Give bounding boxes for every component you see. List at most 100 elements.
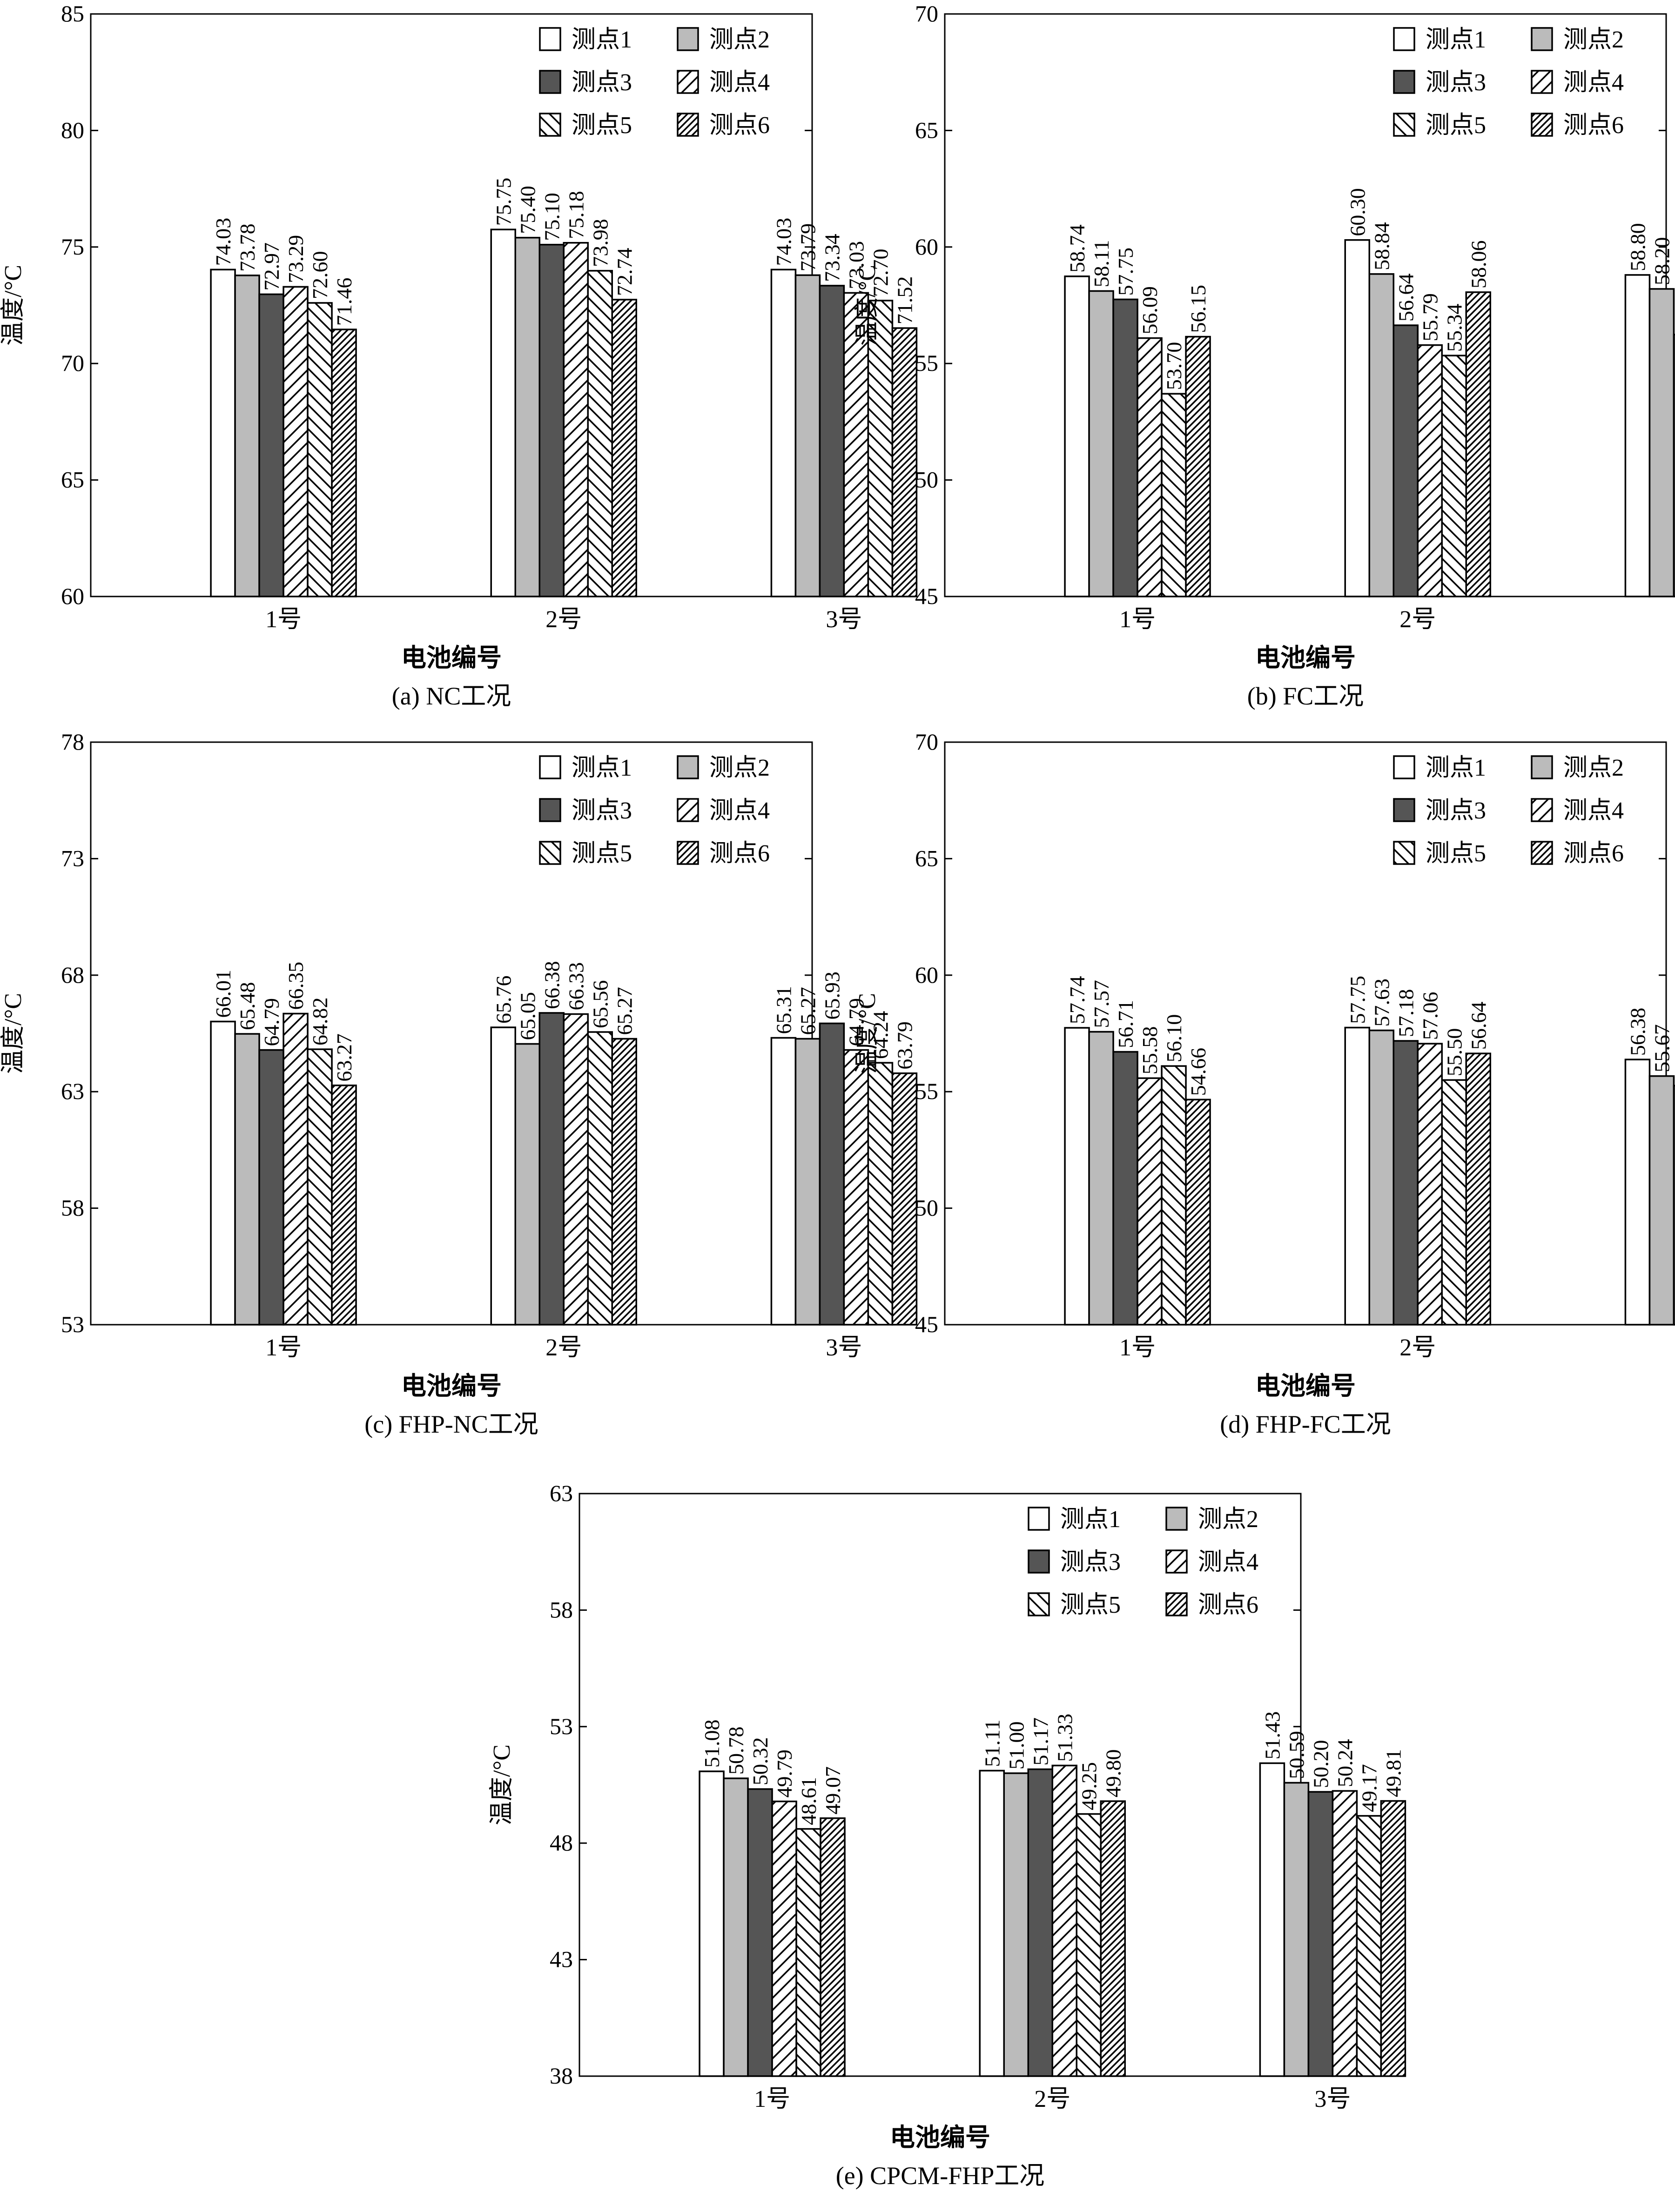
legend-label: 测点6: [709, 840, 770, 867]
bar-b-1号-测点4: [1137, 337, 1163, 597]
bar-a-1号-测点5: [307, 302, 333, 597]
legend-label: 测点5: [572, 112, 632, 139]
legend-label: 测点6: [1563, 840, 1624, 867]
bar-a-1号-测点4: [283, 286, 309, 597]
x-tick-label: 1号: [1119, 606, 1156, 633]
x-axis-label: 电池编号: [1255, 644, 1356, 672]
legend-label: 测点1: [572, 27, 632, 53]
data-label: 56.64: [1394, 274, 1418, 322]
legend-label: 测点5: [572, 840, 632, 867]
data-label: 58.20: [1650, 237, 1674, 285]
bar-c-3号-测点5: [867, 1062, 894, 1326]
y-tick-label: 85: [61, 0, 84, 27]
bar-c-2号-测点3: [538, 1012, 565, 1326]
bar-b-1号-测点2: [1088, 290, 1114, 597]
x-tick-label: 3号: [826, 606, 862, 633]
legend-swatch: [677, 798, 699, 822]
bar-b-1号-测点6: [1185, 335, 1211, 597]
x-tick-label: 3号: [1314, 2086, 1351, 2112]
plot-frame: [90, 741, 813, 1326]
data-label: 73.98: [588, 219, 612, 267]
bar-d-3号-测点1: [1624, 1059, 1651, 1326]
bar-d-1号-测点3: [1112, 1051, 1138, 1326]
bar-d-2号-测点3: [1392, 1040, 1419, 1326]
data-label: 72.97: [260, 242, 283, 291]
legend-swatch: [1028, 1549, 1050, 1574]
bar-c-2号-测点6: [611, 1038, 637, 1326]
bar-b-3号-测点3: [1673, 334, 1675, 597]
legend-swatch: [1531, 70, 1553, 94]
data-label: 65.93: [820, 972, 844, 1020]
legend-swatch: [1393, 27, 1415, 51]
legend-label: 测点6: [1198, 1592, 1258, 1618]
legend-label: 测点2: [709, 755, 770, 781]
legend-swatch: [677, 27, 699, 51]
data-label: 58.80: [1626, 223, 1649, 271]
data-label: 51.17: [1029, 1717, 1052, 1766]
bar-e-2号-测点1: [979, 1770, 1005, 2077]
bar-d-2号-测点4: [1417, 1043, 1443, 1326]
legend-swatch: [1028, 1592, 1050, 1616]
panel-caption: (b) FC工况: [1247, 682, 1364, 710]
y-axis-label: 温度/°C: [0, 993, 27, 1074]
bar-d-1号-测点5: [1161, 1065, 1187, 1326]
x-tick-label: 2号: [1034, 2086, 1070, 2112]
legend: 测点1 测点2 测点3 测点4 测点5 测点6: [539, 755, 770, 867]
bar-a-1号-测点6: [331, 328, 357, 597]
data-label: 74.03: [211, 218, 235, 266]
bar-d-3号-测点3: [1673, 1085, 1675, 1326]
legend-swatch: [1165, 1549, 1188, 1574]
data-label: 56.24: [1674, 283, 1675, 331]
plot-frame: [579, 1493, 1302, 2077]
data-label: 75.75: [491, 178, 515, 226]
bar-e-1号-测点4: [771, 1800, 797, 2077]
x-tick-label: 3号: [826, 1334, 862, 1361]
data-label: 51.11: [980, 1720, 1004, 1767]
legend-swatch: [1393, 755, 1415, 779]
legend-label: 测点5: [1426, 112, 1486, 139]
data-label: 65.76: [491, 975, 515, 1024]
bar-e-2号-测点5: [1076, 1813, 1102, 2077]
x-tick-label: 1号: [265, 606, 302, 633]
legend-swatch: [1531, 841, 1553, 865]
bar-e-1号-测点6: [820, 1817, 846, 2077]
y-tick-label: 50: [915, 467, 938, 493]
bar-d-2号-测点1: [1344, 1026, 1370, 1326]
bar-b-1号-测点5: [1161, 393, 1187, 597]
bar-e-2号-测点3: [1027, 1768, 1053, 2077]
data-label: 51.43: [1260, 1711, 1284, 1760]
y-tick-label: 53: [61, 1311, 84, 1337]
legend-label: 测点6: [709, 112, 770, 139]
legend-label: 测点3: [572, 798, 632, 824]
legend-swatch: [1531, 798, 1553, 822]
y-tick-label: 55: [915, 350, 938, 376]
data-label: 73.34: [820, 234, 844, 282]
y-tick-label: 70: [61, 350, 84, 376]
bar-c-3号-测点3: [819, 1022, 845, 1326]
y-tick-label: 63: [61, 1078, 84, 1104]
data-label: 65.31: [772, 986, 795, 1034]
y-tick-label: 73: [61, 845, 84, 871]
bar-a-3号-测点3: [819, 285, 845, 597]
panel-caption: (a) NC工况: [392, 682, 511, 710]
bar-e-1号-测点1: [699, 1770, 725, 2077]
bar-b-3号-测点2: [1648, 288, 1675, 597]
bar-c-2号-测点5: [587, 1031, 613, 1326]
x-axis-label: 电池编号: [401, 1372, 502, 1400]
data-label: 49.25: [1077, 1762, 1101, 1810]
data-label: 49.79: [773, 1749, 796, 1798]
bar-b-2号-测点5: [1441, 355, 1467, 597]
legend-swatch: [539, 27, 561, 51]
bar-c-1号-测点4: [283, 1012, 309, 1326]
bar-e-2号-测点4: [1051, 1764, 1077, 2077]
legend-swatch: [1531, 27, 1553, 51]
data-label: 75.18: [564, 191, 588, 239]
data-label: 56.38: [1626, 1008, 1649, 1056]
legend-label: 测点1: [1426, 755, 1486, 781]
y-tick-label: 45: [915, 1311, 938, 1337]
y-tick-label: 58: [550, 1596, 573, 1622]
legend-label: 测点4: [1563, 798, 1624, 824]
legend-label: 测点3: [1426, 69, 1486, 96]
